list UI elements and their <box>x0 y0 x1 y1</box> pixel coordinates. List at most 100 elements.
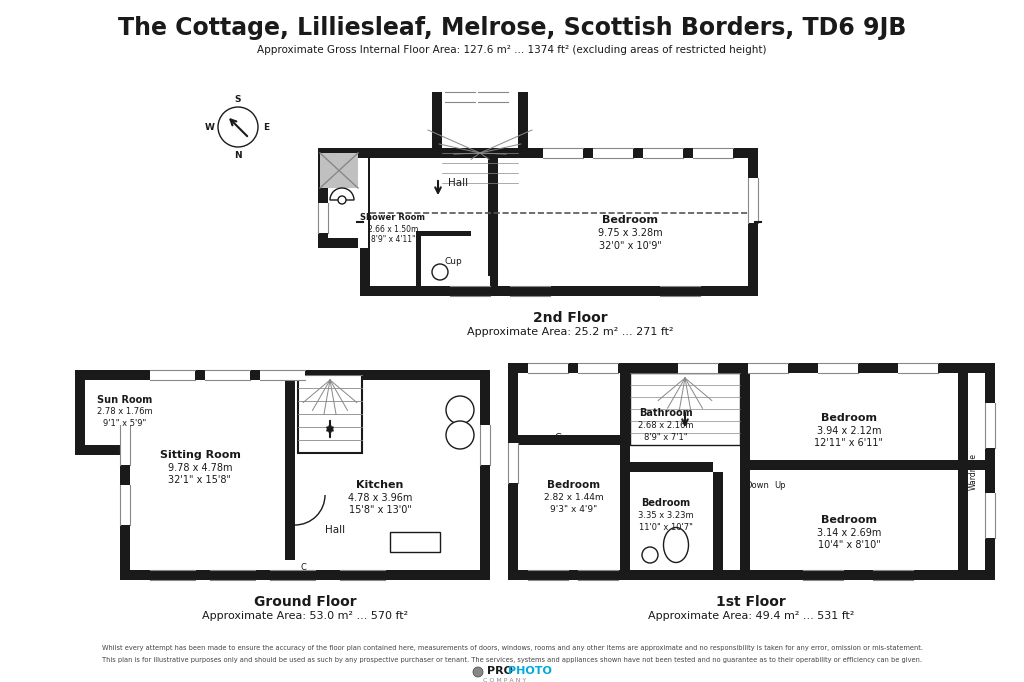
Text: Bedroom: Bedroom <box>548 480 600 490</box>
Bar <box>120 370 490 580</box>
Bar <box>165 380 175 445</box>
Bar <box>318 148 360 248</box>
Text: Up: Up <box>774 481 785 490</box>
Bar <box>270 560 315 570</box>
Bar <box>130 380 480 570</box>
Text: 9'3" x 4'9": 9'3" x 4'9" <box>550 505 598 514</box>
Text: Bathroom: Bathroom <box>639 408 693 418</box>
Text: Approximate Area: 49.4 m² ... 531 ft²: Approximate Area: 49.4 m² ... 531 ft² <box>648 611 854 621</box>
Text: This plan is for illustrative purposes only and should be used as such by any pr: This plan is for illustrative purposes o… <box>102 657 922 663</box>
Bar <box>318 203 328 233</box>
Bar <box>432 92 528 148</box>
Text: Sun Room: Sun Room <box>97 395 153 405</box>
Bar <box>620 462 713 472</box>
Text: 8'9" x 4'11": 8'9" x 4'11" <box>371 235 416 243</box>
Bar <box>508 363 995 580</box>
Text: 32'0" x 10'9": 32'0" x 10'9" <box>599 241 662 251</box>
Text: Ground Floor: Ground Floor <box>254 595 356 609</box>
Bar <box>898 363 938 373</box>
Bar <box>620 373 630 570</box>
Bar <box>803 560 843 570</box>
Text: 11'0" x 10'7": 11'0" x 10'7" <box>639 524 693 533</box>
Bar <box>370 158 748 286</box>
Bar <box>713 472 723 570</box>
Ellipse shape <box>664 527 688 563</box>
Text: 2.68 x 2.16m: 2.68 x 2.16m <box>638 421 693 430</box>
Text: Hall: Hall <box>447 178 468 188</box>
Text: PRO: PRO <box>487 666 513 676</box>
Circle shape <box>338 196 346 204</box>
Bar <box>630 373 740 445</box>
Text: Wardrobe: Wardrobe <box>969 452 978 490</box>
Text: 15'8" x 13'0": 15'8" x 13'0" <box>348 505 412 515</box>
Text: Bedroom: Bedroom <box>602 215 658 225</box>
Text: 32'1" x 15'8": 32'1" x 15'8" <box>169 475 231 485</box>
Bar <box>985 493 995 538</box>
Bar <box>416 231 471 236</box>
Bar <box>510 276 550 286</box>
Bar <box>205 370 250 380</box>
Text: 4.78 x 3.96m: 4.78 x 3.96m <box>348 493 413 503</box>
Bar <box>543 148 583 158</box>
Bar <box>818 363 858 373</box>
Text: 10'4" x 8'10": 10'4" x 8'10" <box>817 540 881 550</box>
Text: Whilst every attempt has been made to ensure the accuracy of the floor plan cont: Whilst every attempt has been made to en… <box>101 645 923 651</box>
Text: 9.78 x 4.78m: 9.78 x 4.78m <box>168 463 232 473</box>
Bar <box>508 443 518 483</box>
Bar <box>120 485 130 525</box>
Text: S: S <box>234 95 242 104</box>
Text: 3.94 x 2.12m: 3.94 x 2.12m <box>817 426 882 436</box>
Bar <box>593 148 633 158</box>
Bar <box>578 560 618 570</box>
Bar <box>660 276 700 286</box>
Text: Approximate Gross Internal Floor Area: 127.6 m² ... 1374 ft² (excluding areas of: Approximate Gross Internal Floor Area: 1… <box>257 45 767 55</box>
Bar <box>518 435 620 445</box>
Text: Hall: Hall <box>325 525 345 535</box>
Text: C: C <box>300 563 306 572</box>
Text: Kitchen: Kitchen <box>356 480 403 490</box>
Bar <box>298 375 362 453</box>
Bar <box>985 403 995 448</box>
Text: C O M P A N Y: C O M P A N Y <box>483 677 526 682</box>
Bar <box>75 370 175 455</box>
Text: 2.78 x 1.76m: 2.78 x 1.76m <box>97 408 153 417</box>
Bar <box>285 380 295 570</box>
Circle shape <box>642 547 658 563</box>
Bar <box>260 370 305 380</box>
Bar <box>958 373 968 570</box>
Bar <box>578 363 618 373</box>
Bar <box>873 560 913 570</box>
Bar <box>678 363 718 373</box>
Text: 9'1" x 5'9": 9'1" x 5'9" <box>103 419 146 428</box>
Bar <box>748 363 788 373</box>
Bar <box>120 425 130 465</box>
Text: The Cottage, Lilliesleaf, Melrose, Scottish Borders, TD6 9JB: The Cottage, Lilliesleaf, Melrose, Scott… <box>118 16 906 40</box>
Bar <box>416 236 421 286</box>
Bar <box>328 158 360 238</box>
Text: Down: Down <box>745 481 769 490</box>
Bar <box>442 92 518 138</box>
Bar <box>358 158 368 248</box>
Circle shape <box>446 421 474 449</box>
Bar <box>150 560 195 570</box>
Text: 2.66 x 1.50m: 2.66 x 1.50m <box>368 224 418 233</box>
Text: 2.82 x 1.44m: 2.82 x 1.44m <box>544 494 604 503</box>
Bar <box>319 153 358 188</box>
Text: Bedroom: Bedroom <box>821 413 877 423</box>
Bar <box>210 560 255 570</box>
Bar <box>528 363 568 373</box>
Text: Sitting Room: Sitting Room <box>160 450 241 460</box>
Bar <box>643 148 683 158</box>
Bar <box>518 373 985 570</box>
Text: N: N <box>234 151 242 160</box>
Text: Cup: Cup <box>554 433 573 443</box>
Bar <box>442 138 518 148</box>
Text: W: W <box>205 123 215 132</box>
Text: Shower Room: Shower Room <box>360 213 426 222</box>
Text: 2nd Floor: 2nd Floor <box>532 311 607 325</box>
Bar <box>488 148 498 286</box>
Text: 1st Floor: 1st Floor <box>716 595 785 609</box>
Bar <box>445 92 475 102</box>
Wedge shape <box>330 188 354 200</box>
Bar <box>360 148 758 296</box>
